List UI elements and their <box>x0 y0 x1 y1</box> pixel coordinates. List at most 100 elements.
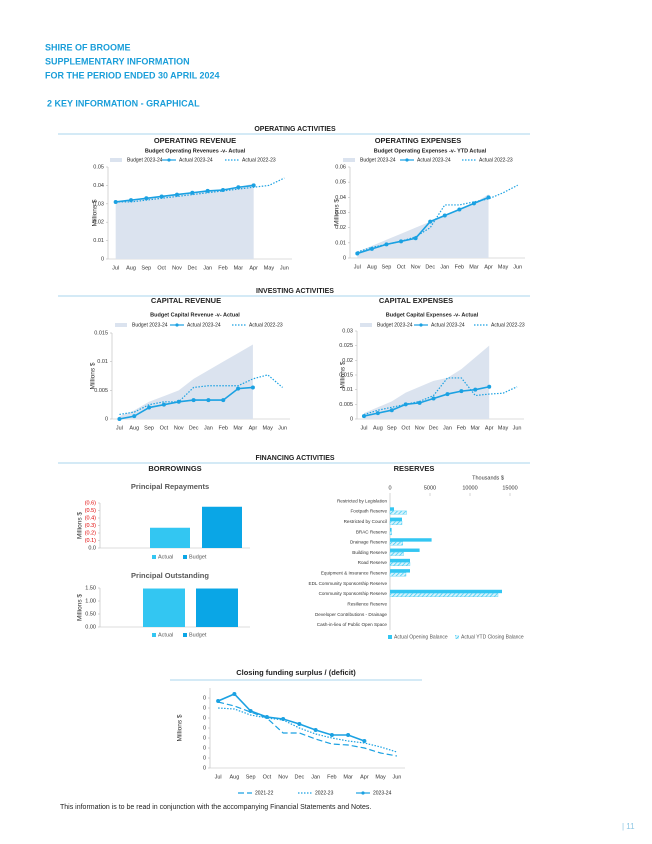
marker <box>159 194 164 199</box>
panel-heading: OPERATING EXPENSES <box>375 136 462 145</box>
marker <box>375 411 380 416</box>
marker <box>221 398 226 403</box>
category-label: Cash-in-lieu of Public Open Space <box>317 622 388 627</box>
x-tick-label: Nov <box>174 425 184 431</box>
panel-heading: RESERVES <box>394 464 435 473</box>
x-tick-label: Sep <box>382 264 392 270</box>
marker <box>190 190 195 195</box>
y-tick-label: (0.3) <box>85 523 96 529</box>
x-tick-label: Feb <box>455 264 464 270</box>
y-tick-label: 0 <box>203 735 206 741</box>
marker <box>236 386 241 391</box>
legend-swatch <box>360 323 372 327</box>
panel-heading: CAPITAL EXPENSES <box>379 296 453 305</box>
x-tick-label: Sep <box>141 265 151 271</box>
legend-label: Budget 2023-24 <box>377 322 413 328</box>
x-tick-label: Mar <box>233 425 243 431</box>
x-tick-label: May <box>375 774 386 780</box>
x-tick-label: Feb <box>327 774 336 780</box>
legend-swatch <box>455 635 459 639</box>
x-tick-label: Dec <box>425 264 435 270</box>
bar <box>390 569 410 573</box>
x-tick-label: Dec <box>189 425 199 431</box>
bar <box>390 517 402 522</box>
marker <box>236 185 241 190</box>
marker <box>313 728 318 732</box>
x-tick-label: Apr <box>249 425 258 431</box>
marker <box>221 188 225 192</box>
x-tick-label: Aug <box>126 265 136 271</box>
subtitle: SUPPLEMENTARY INFORMATION <box>45 56 190 66</box>
legend-label: Budget 2023-24 <box>132 322 168 328</box>
legend-label: Budget 2023-24 <box>360 157 396 163</box>
legend-swatch <box>175 323 179 327</box>
panel-heading: BORROWINGS <box>148 464 201 473</box>
x-tick-label: Jul <box>215 774 222 780</box>
y-tick-label: 0.05 <box>335 180 346 186</box>
x-tick-label: May <box>263 425 274 431</box>
y-tick-label: 0.02 <box>93 220 104 226</box>
x-tick-label: Mar <box>343 774 353 780</box>
category-label: Building Reserve <box>352 550 387 555</box>
bar <box>389 572 407 577</box>
y-tick-label: 0.005 <box>94 388 108 394</box>
x-tick-label: 15000 <box>502 485 517 491</box>
x-tick-label: Oct <box>397 264 406 270</box>
x-tick-label: Jan <box>203 265 212 271</box>
marker <box>473 387 478 392</box>
marker <box>459 389 464 394</box>
marker <box>428 219 433 224</box>
x-tick-label: Nov <box>415 425 425 431</box>
legend-label: Actual 2022-23 <box>242 157 276 163</box>
category-label: Equipment & Insurance Reserve <box>321 571 388 576</box>
y-tick-label: 0.01 <box>97 359 108 365</box>
legend-swatch <box>183 633 187 637</box>
bar <box>389 521 403 525</box>
line <box>357 196 489 255</box>
x-tick-label: May <box>498 425 509 431</box>
line <box>115 184 254 203</box>
marker <box>264 715 269 719</box>
x-tick-label: Aug <box>129 425 139 431</box>
x-tick-label: Feb <box>457 425 466 431</box>
y-axis-label: Millions $ <box>177 714 184 741</box>
marker <box>248 709 253 713</box>
x-tick-label: Jun <box>513 425 522 431</box>
y-tick-label: 0 <box>203 705 206 711</box>
x-tick-label: Jul <box>112 265 119 271</box>
x-tick-label: Feb <box>218 265 227 271</box>
marker <box>191 398 196 403</box>
y-tick-label: (0.4) <box>85 515 96 521</box>
bar <box>202 506 242 548</box>
x-tick-label: Apr <box>249 265 258 271</box>
x-tick-label: Nov <box>172 265 182 271</box>
marker <box>129 198 133 203</box>
line <box>115 177 285 203</box>
chart-title: Budget Capital Expenses -v- Actual <box>386 312 479 318</box>
y-axis-label: Millions $ <box>340 361 347 388</box>
x-tick-label: Mar <box>234 265 244 271</box>
x-tick-label: Apr <box>360 774 369 780</box>
legend-label: Actual 2023-24 <box>187 322 221 328</box>
y-axis-label: Millions $ <box>77 512 84 539</box>
legend-swatch <box>343 158 355 162</box>
marker <box>369 246 374 251</box>
y-tick-label: 0 <box>105 416 108 422</box>
panel-heading: OPERATING REVENUE <box>154 136 236 145</box>
x-tick-label: Sep <box>246 774 256 780</box>
category-label: EDL Community Sponsorship Reserve <box>309 581 388 586</box>
x-tick-label: Aug <box>229 774 239 780</box>
legend-label: Budget 2023-24 <box>127 157 163 163</box>
y-tick-label: (0.6) <box>85 500 96 506</box>
x-tick-label: Nov <box>411 264 421 270</box>
legend-label: Actual 2023-24 <box>417 157 451 163</box>
legend-swatch <box>388 635 392 639</box>
y-tick-label: 0.04 <box>335 195 346 201</box>
legend-swatch <box>110 158 122 162</box>
marker <box>389 408 394 413</box>
y-tick-label: 0.03 <box>342 328 353 334</box>
marker <box>161 402 166 407</box>
x-tick-label: Jun <box>280 265 289 271</box>
marker <box>117 417 122 421</box>
